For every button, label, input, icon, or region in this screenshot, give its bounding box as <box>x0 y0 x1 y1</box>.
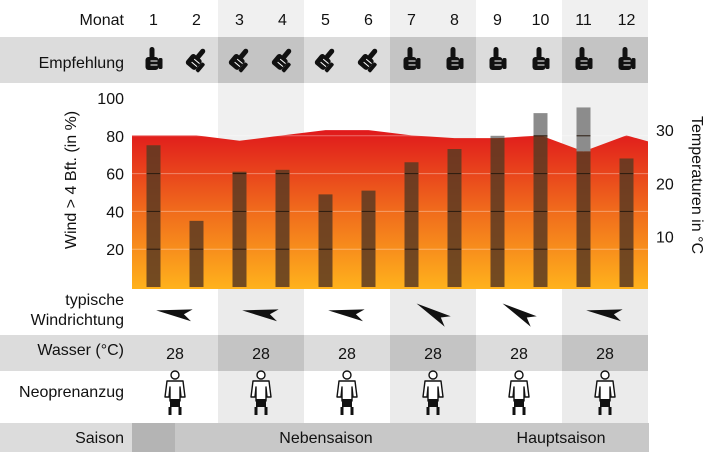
thumbs-up-icon <box>403 47 421 70</box>
y-axis-title: Wind > 4 Bft. (in %) <box>63 111 80 249</box>
y-axis-right-ticks: 10 20 30 <box>656 123 674 247</box>
month-row-label: Monat <box>80 12 125 29</box>
month-number: 7 <box>407 12 416 29</box>
water-temperature: 28 <box>424 346 442 363</box>
month-number: 9 <box>493 12 502 29</box>
wind-bar <box>275 169 290 287</box>
wind-arrow-icon <box>586 309 623 322</box>
wetsuit-shorty-icon <box>594 370 616 415</box>
row-band <box>0 371 648 423</box>
wetsuit-shorty-icon <box>250 370 272 415</box>
water-temperature: 28 <box>510 346 528 363</box>
row-band <box>0 0 648 37</box>
column-band <box>562 335 648 371</box>
wind-arrow-icon <box>502 303 537 327</box>
y-tick-label: 40 <box>106 204 124 221</box>
water-row-label: Wasser (°C) <box>37 342 124 359</box>
thumbs-up-icon <box>446 47 464 70</box>
thumbs-up-icon <box>489 47 507 70</box>
wetsuit-shorty-icon <box>164 370 186 415</box>
recommendation-row-label: Empfehlung <box>39 55 124 72</box>
thumbs-tilted-icon <box>314 48 335 73</box>
month-number: 5 <box>321 12 330 29</box>
season-haupt: Hauptsaison <box>517 430 606 447</box>
column-band <box>218 335 304 371</box>
temperature-fill <box>132 130 648 289</box>
recommendation-icons <box>145 47 636 73</box>
wind-bar <box>318 194 333 287</box>
thumbs-tilted-icon <box>271 48 292 73</box>
wind-direction-arrows <box>156 303 623 327</box>
wind-bar <box>533 113 548 287</box>
month-number: 11 <box>575 12 592 29</box>
thumbs-tilted-icon <box>228 48 249 73</box>
wind-bar <box>361 190 376 287</box>
y-tick-label: 20 <box>106 242 124 259</box>
season-start-band <box>132 423 175 452</box>
water-temperature: 28 <box>338 346 356 363</box>
thumbs-tilted-icon <box>185 48 206 73</box>
month-number: 2 <box>192 12 201 29</box>
column-band <box>562 0 648 37</box>
wetsuit-icons <box>164 370 616 415</box>
wetsuit-row-label: Neoprenanzug <box>19 384 124 401</box>
wind-bar <box>146 145 161 287</box>
month-numbers: 1 2 3 4 5 6 7 8 9 10 11 12 <box>149 12 635 29</box>
wind-arrow-icon <box>242 309 279 322</box>
water-temperature: 28 <box>166 346 184 363</box>
wind-bar <box>404 162 419 287</box>
y-axis-right-title: Temperaturen in °C <box>688 116 705 254</box>
y-tick-label: 60 <box>106 167 124 184</box>
wind-arrow-icon <box>328 309 365 322</box>
month-number: 10 <box>532 12 550 29</box>
month-number: 12 <box>618 12 636 29</box>
month-number: 1 <box>149 12 158 29</box>
thumbs-up-icon <box>145 47 163 70</box>
wind-bars <box>146 107 634 287</box>
y-right-tick-label: 30 <box>656 123 674 140</box>
wind-bar <box>619 158 634 287</box>
column-band <box>390 335 476 371</box>
season-neben: Nebensaison <box>279 430 372 447</box>
season-haupt-band <box>477 423 649 452</box>
water-temperatures: 28 28 28 28 28 28 <box>166 346 614 363</box>
y-tick-label: 80 <box>106 129 124 146</box>
month-number: 4 <box>278 12 287 29</box>
column-band <box>390 0 476 37</box>
season-neben-band <box>175 423 477 452</box>
y-right-tick-label: 20 <box>656 176 674 193</box>
column-band <box>218 0 304 37</box>
wind-bar <box>576 107 591 287</box>
y-axis-ticks: 20 40 60 80 100 <box>97 91 124 259</box>
thumbs-tilted-icon <box>357 48 378 73</box>
wind-bar <box>447 149 462 287</box>
wind-direction-label-2: Windrichtung <box>31 312 124 329</box>
wind-bar <box>189 220 204 287</box>
month-number: 3 <box>235 12 244 29</box>
water-temperature: 28 <box>596 346 614 363</box>
thumbs-up-icon <box>532 47 550 70</box>
wind-bar <box>232 171 247 287</box>
wind-direction-label-1: typische <box>65 292 124 309</box>
wetsuit-shorty-icon <box>336 370 358 415</box>
month-number: 6 <box>364 12 373 29</box>
thumbs-up-icon <box>618 47 636 70</box>
month-number: 8 <box>450 12 459 29</box>
water-temperature: 28 <box>252 346 270 363</box>
temperature-area <box>132 130 648 289</box>
season-row-label: Saison <box>75 430 124 447</box>
y-right-tick-label: 10 <box>656 230 674 247</box>
row-band <box>0 289 648 335</box>
wetsuit-shorty-icon <box>422 370 444 415</box>
wetsuit-shorty-icon <box>508 370 530 415</box>
y-tick-label: 100 <box>97 91 124 108</box>
wind-arrow-icon <box>416 303 451 327</box>
thumbs-up-icon <box>575 47 593 70</box>
wind-bar <box>490 135 505 287</box>
wind-arrow-icon <box>156 309 193 322</box>
row-band <box>0 335 648 371</box>
